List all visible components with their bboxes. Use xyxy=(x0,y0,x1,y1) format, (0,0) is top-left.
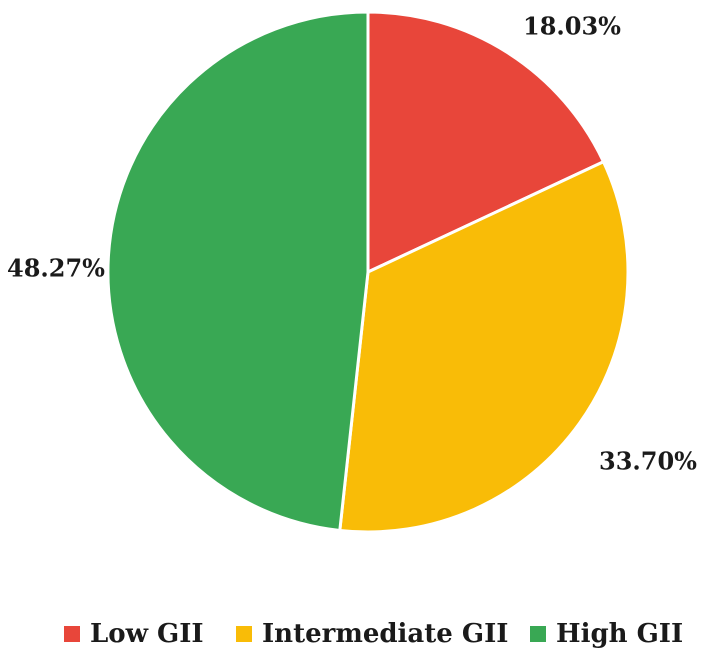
legend-label-intermediate-gii: Intermediate GII xyxy=(262,619,508,649)
pie-labels: 18.03% 33.70% 48.27% xyxy=(7,12,697,476)
legend-swatch-high-gii xyxy=(530,626,546,642)
slice-label-low-gii: 18.03% xyxy=(523,12,621,41)
slice-label-intermediate-gii: 33.70% xyxy=(599,447,697,476)
legend-label-high-gii: High GII xyxy=(556,619,683,649)
pie-slices xyxy=(106,10,630,534)
legend-label-low-gii: Low GII xyxy=(90,619,204,649)
pie-slice-high-gii xyxy=(106,10,370,532)
pie-slice-intermediate-gii xyxy=(338,160,630,534)
pie-slice-low-gii xyxy=(366,10,605,274)
legend: Low GII Intermediate GII High GII xyxy=(64,619,683,649)
legend-swatch-low-gii xyxy=(64,626,80,642)
slice-label-high-gii: 48.27% xyxy=(7,254,105,283)
legend-swatch-intermediate-gii xyxy=(236,626,252,642)
